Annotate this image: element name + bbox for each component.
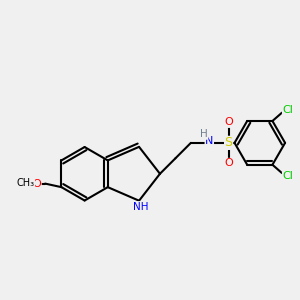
Text: Cl: Cl	[283, 171, 293, 181]
Text: O: O	[32, 178, 41, 189]
Text: CH₃: CH₃	[16, 178, 34, 188]
Text: Cl: Cl	[283, 105, 293, 115]
Text: O: O	[224, 117, 233, 128]
Text: O: O	[224, 158, 233, 168]
Text: NH: NH	[133, 202, 148, 212]
Text: H: H	[200, 129, 208, 139]
Text: N: N	[205, 136, 214, 146]
Text: S: S	[225, 136, 232, 149]
